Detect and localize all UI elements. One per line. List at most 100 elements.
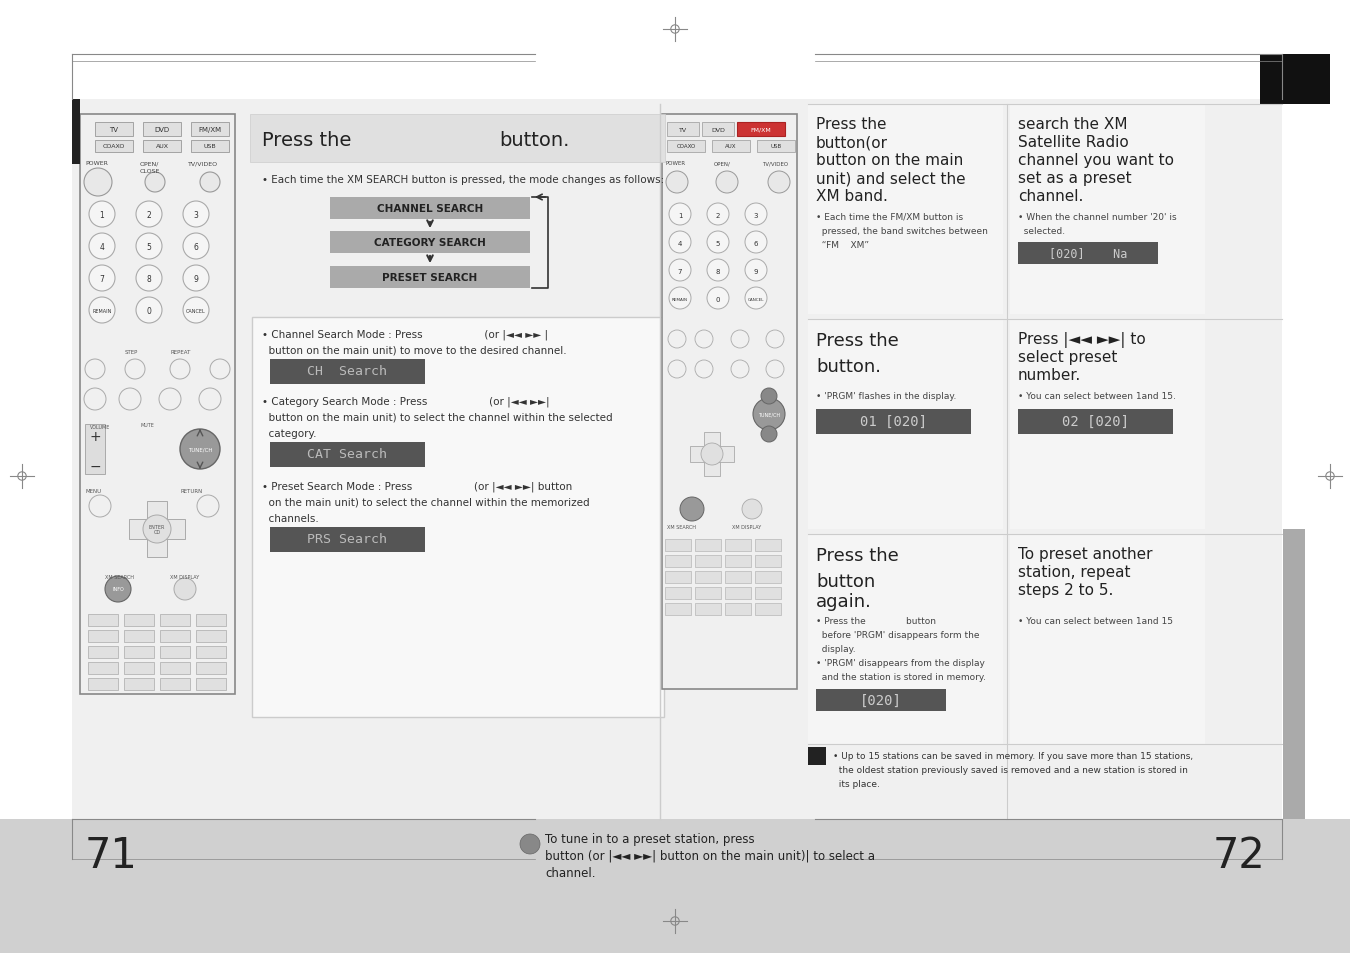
Bar <box>667 141 705 152</box>
Text: OPEN/: OPEN/ <box>140 161 159 166</box>
Bar <box>329 267 531 289</box>
Bar <box>161 615 190 626</box>
Text: POWER: POWER <box>666 161 686 166</box>
Text: button(or: button(or <box>815 135 888 150</box>
Bar <box>815 689 946 711</box>
Bar <box>725 556 751 567</box>
Circle shape <box>170 359 190 379</box>
Circle shape <box>197 496 219 517</box>
Text: its place.: its place. <box>833 780 880 788</box>
Bar <box>88 630 117 642</box>
Text: 3: 3 <box>193 212 198 220</box>
Bar <box>809 319 1003 530</box>
Bar <box>80 115 235 695</box>
Text: 6: 6 <box>193 243 198 253</box>
Circle shape <box>743 499 761 519</box>
Circle shape <box>159 389 181 411</box>
Bar <box>737 123 784 137</box>
Bar <box>695 539 721 552</box>
Bar <box>711 141 751 152</box>
Text: TUNE/CH: TUNE/CH <box>188 447 212 452</box>
Text: on the main unit) to select the channel within the memorized: on the main unit) to select the channel … <box>262 497 590 507</box>
Circle shape <box>745 288 767 310</box>
Text: MENU: MENU <box>85 489 101 494</box>
Bar <box>666 572 691 583</box>
Text: Satellite Radio: Satellite Radio <box>1018 135 1129 150</box>
Circle shape <box>680 497 703 521</box>
Bar <box>72 100 80 165</box>
Circle shape <box>89 233 115 260</box>
Bar <box>124 630 154 642</box>
Text: selected.: selected. <box>1018 227 1065 235</box>
Text: 0: 0 <box>147 307 151 316</box>
Bar <box>196 646 225 659</box>
Text: XM DISPLAY: XM DISPLAY <box>732 524 761 530</box>
Text: MUTE: MUTE <box>140 422 154 428</box>
Text: Press the: Press the <box>815 117 887 132</box>
Bar <box>270 359 425 385</box>
Bar <box>695 556 721 567</box>
Text: channel.: channel. <box>545 866 595 879</box>
Text: TUNE/CH: TUNE/CH <box>757 412 780 417</box>
Bar <box>147 501 167 558</box>
Circle shape <box>520 834 540 854</box>
Text: PRESET SEARCH: PRESET SEARCH <box>382 273 478 283</box>
Text: • Press the              button: • Press the button <box>815 617 936 625</box>
Text: VOLUME: VOLUME <box>90 424 111 430</box>
Text: REPEAT: REPEAT <box>170 350 190 355</box>
Circle shape <box>89 297 115 324</box>
Text: 4: 4 <box>678 241 682 247</box>
Text: • Preset Search Mode : Press                   (or |◄◄ ►►| button: • Preset Search Mode : Press (or |◄◄ ►►|… <box>262 481 572 492</box>
Bar <box>88 679 117 690</box>
Text: 02 [020]: 02 [020] <box>1061 415 1129 429</box>
Circle shape <box>119 389 140 411</box>
Text: button.: button. <box>500 131 570 150</box>
Text: USB: USB <box>771 144 782 150</box>
Bar <box>1010 535 1206 744</box>
Text: ENTER
CD: ENTER CD <box>148 524 165 535</box>
Circle shape <box>765 331 784 349</box>
Text: channels.: channels. <box>262 514 319 523</box>
Text: Press the: Press the <box>815 546 899 564</box>
Circle shape <box>670 288 691 310</box>
Text: 01 [020]: 01 [020] <box>860 415 926 429</box>
Text: 9: 9 <box>193 275 198 284</box>
Text: Press the: Press the <box>815 332 899 350</box>
Text: the oldest station previously saved is removed and a new station is stored in: the oldest station previously saved is r… <box>833 765 1188 774</box>
Text: 6: 6 <box>753 241 759 247</box>
Bar <box>130 519 185 539</box>
Bar <box>695 572 721 583</box>
Text: Press |◄◄ ►►| to: Press |◄◄ ►►| to <box>1018 332 1146 348</box>
Text: • Each time the XM SEARCH button is pressed, the mode changes as follows:: • Each time the XM SEARCH button is pres… <box>262 174 664 185</box>
Text: Press the: Press the <box>262 131 351 150</box>
Text: TV/VIDEO: TV/VIDEO <box>761 161 788 166</box>
Text: COAXO: COAXO <box>676 144 695 150</box>
Text: 2: 2 <box>147 212 151 220</box>
Bar <box>1018 410 1173 435</box>
Circle shape <box>198 389 221 411</box>
Bar <box>95 141 134 152</box>
Text: • You can select between 1and 15: • You can select between 1and 15 <box>1018 617 1173 625</box>
Text: 1: 1 <box>100 212 104 220</box>
Text: TV/VIDEO: TV/VIDEO <box>188 161 219 166</box>
Bar <box>252 317 664 718</box>
Text: XM SEARCH: XM SEARCH <box>105 575 134 579</box>
Text: button: button <box>815 573 875 590</box>
Text: select preset: select preset <box>1018 350 1118 365</box>
Bar <box>757 141 795 152</box>
Bar <box>809 105 1003 314</box>
Circle shape <box>136 202 162 228</box>
Text: button on the main: button on the main <box>815 152 964 168</box>
Text: 72: 72 <box>1212 834 1265 876</box>
Bar <box>725 603 751 616</box>
Text: • When the channel number '20' is: • When the channel number '20' is <box>1018 213 1177 222</box>
Text: CATEGORY SEARCH: CATEGORY SEARCH <box>374 237 486 248</box>
Text: 2: 2 <box>716 213 720 219</box>
Circle shape <box>184 233 209 260</box>
Bar <box>662 115 796 689</box>
Bar <box>88 615 117 626</box>
Circle shape <box>701 443 724 465</box>
Circle shape <box>716 172 738 193</box>
Circle shape <box>730 360 749 378</box>
Text: button.: button. <box>815 357 882 375</box>
